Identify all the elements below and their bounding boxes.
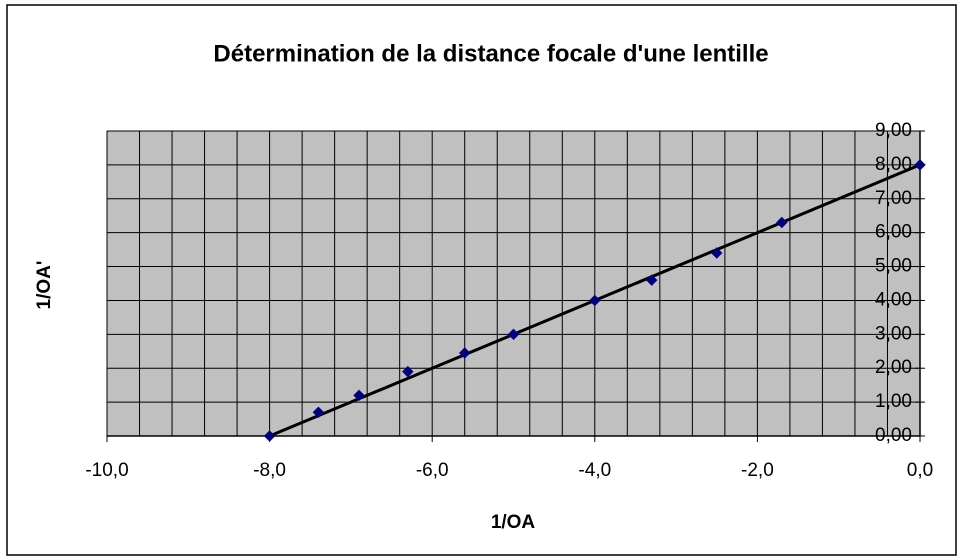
point	[507, 328, 520, 341]
x-tick-label: -2,0	[741, 460, 774, 481]
point	[914, 159, 926, 171]
y-tick-label: 3,00	[875, 323, 912, 344]
point	[353, 389, 365, 402]
point	[402, 365, 414, 378]
point	[776, 216, 788, 229]
point	[646, 274, 658, 286]
point	[459, 347, 471, 359]
point	[312, 406, 325, 418]
y-tick-label: 5,00	[875, 256, 912, 277]
y-tick-label: 6,00	[875, 222, 912, 243]
y-tick-label: 2,00	[875, 357, 912, 378]
point	[711, 247, 723, 259]
y-tick-label: 8,00	[875, 154, 912, 175]
y-tick-label: 7,00	[875, 188, 912, 209]
x-tick-label: -8,0	[253, 460, 286, 481]
chart-title: Détermination de la distance focale d'un…	[213, 40, 768, 67]
plot-area	[106, 130, 921, 437]
point	[589, 294, 601, 307]
x-tick-label: -10,0	[85, 460, 128, 481]
y-tick-label: 1,00	[875, 391, 912, 412]
point	[263, 430, 276, 442]
y-tick-label: 9,00	[875, 120, 912, 141]
x-tick-label: 0,0	[907, 460, 933, 481]
y-tick-label: 4,00	[875, 289, 912, 310]
x-tick-label: -4,0	[578, 460, 611, 481]
x-axis-label: 1/OA	[491, 512, 536, 533]
y-axis-label: 1/OA'	[34, 261, 55, 310]
x-tick-label: -6,0	[416, 460, 449, 481]
